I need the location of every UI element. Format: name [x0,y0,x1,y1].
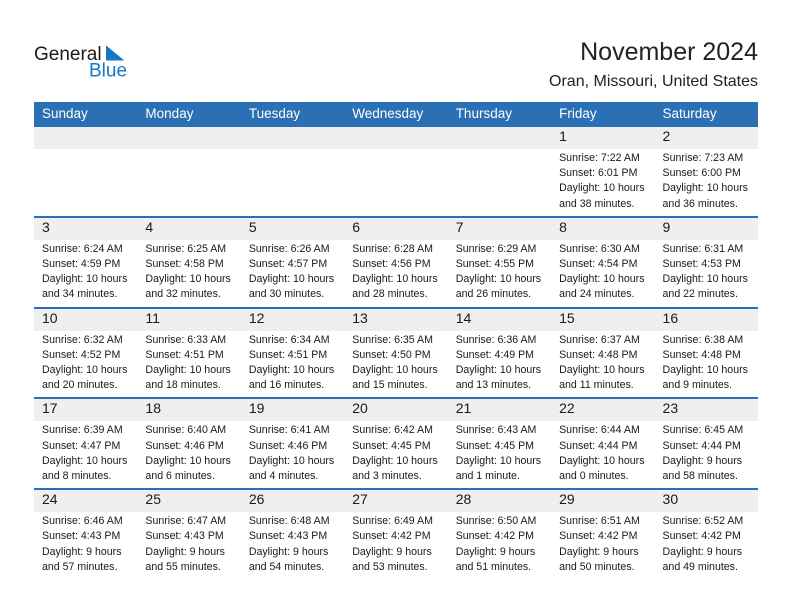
svg-text:Blue: Blue [89,61,127,82]
